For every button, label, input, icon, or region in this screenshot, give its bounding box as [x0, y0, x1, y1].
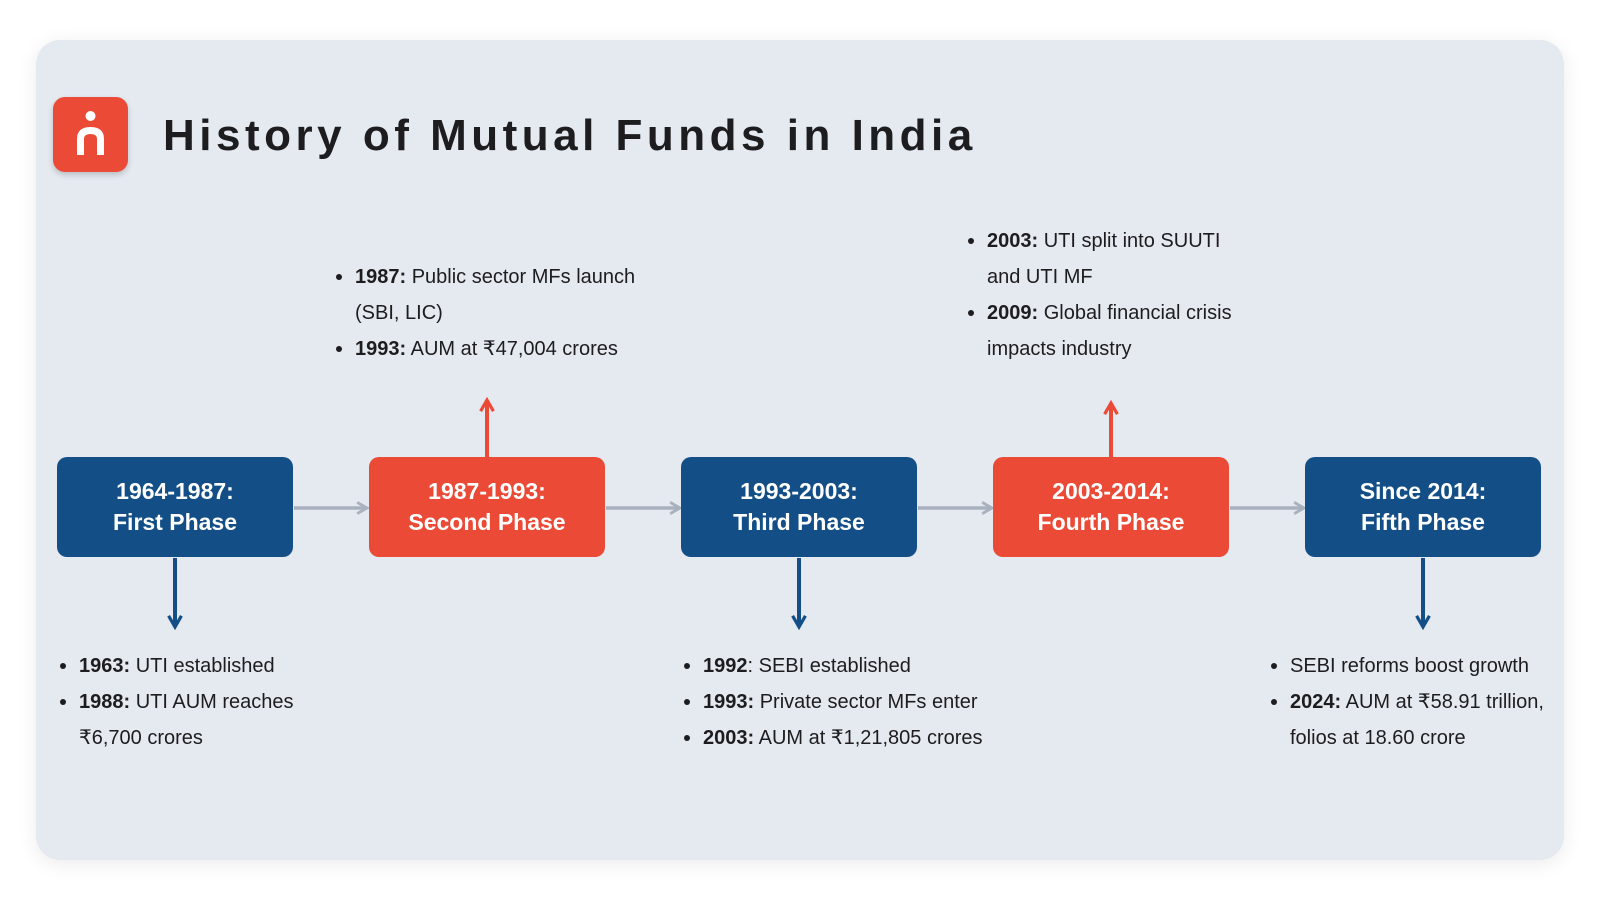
phase-notes-third: 1992: SEBI established 1993: Private sec…: [681, 648, 1001, 756]
phase-box-fourth: 2003-2014: Fourth Phase: [993, 457, 1229, 557]
phase-notes-fourth: 2003: UTI split into SUUTI and UTI MF 20…: [965, 223, 1255, 367]
page-title: History of Mutual Funds in India: [163, 111, 977, 160]
note-year: 1993:: [703, 691, 755, 713]
list-item: 2009: Global financial crisis impacts in…: [965, 295, 1255, 367]
phase-name: Third Phase: [733, 509, 865, 535]
phase-notes-second: 1987: Public sector MFs launch (SBI, LIC…: [333, 259, 653, 367]
phase-period: Since 2014:: [1359, 478, 1487, 504]
note-year: 2024:: [1290, 691, 1342, 713]
list-item: 2024: AUM at ₹58.91 trillion, folios at …: [1268, 684, 1558, 756]
brand-logo: [53, 97, 128, 172]
note-text: Public sector MFs launch (SBI, LIC): [355, 266, 636, 324]
note-year: 1987:: [355, 266, 407, 288]
note-year: 2003:: [703, 727, 755, 749]
phase-box-third: 1993-2003: Third Phase: [681, 457, 917, 557]
list-item: 1987: Public sector MFs launch (SBI, LIC…: [333, 259, 653, 331]
list-item: 1988: UTI AUM reaches ₹6,700 crores: [57, 684, 317, 756]
note-year: 1988:: [79, 691, 131, 713]
note-year: 1992: [703, 655, 748, 677]
infographic-card: [36, 40, 1564, 860]
note-text: UTI split into SUUTI and UTI MF: [987, 230, 1221, 288]
list-item: 1963: UTI established: [57, 648, 317, 684]
note-text: AUM at ₹58.91 trillion, folios at 18.60 …: [1290, 691, 1544, 749]
note-year: 1963:: [79, 655, 131, 677]
note-text: Global financial crisis impacts industry: [987, 302, 1232, 360]
phase-notes-first: 1963: UTI established 1988: UTI AUM reac…: [57, 648, 317, 756]
phase-name: Fifth Phase: [1361, 509, 1485, 535]
phase-name: Second Phase: [408, 509, 566, 535]
phase-name: First Phase: [113, 509, 237, 535]
phase-period: 1987-1993:: [428, 478, 546, 504]
note-text: SEBI reforms boost growth: [1290, 655, 1529, 677]
list-item: 2003: UTI split into SUUTI and UTI MF: [965, 223, 1255, 295]
note-text: UTI established: [130, 655, 275, 677]
phase-period: 2003-2014:: [1052, 478, 1170, 504]
list-item: 2003: AUM at ₹1,21,805 crores: [681, 720, 1001, 756]
note-text: AUM at ₹47,004 crores: [406, 338, 618, 360]
phase-box-second: 1987-1993: Second Phase: [369, 457, 605, 557]
list-item: SEBI reforms boost growth: [1268, 648, 1558, 684]
note-year: 2003:: [987, 230, 1039, 252]
phase-notes-fifth: SEBI reforms boost growth 2024: AUM at ₹…: [1268, 648, 1558, 756]
list-item: 1993: Private sector MFs enter: [681, 684, 1001, 720]
phase-period: 1964-1987:: [116, 478, 234, 504]
note-text: AUM at ₹1,21,805 crores: [754, 727, 983, 749]
list-item: 1992: SEBI established: [681, 648, 1001, 684]
person-icon: [77, 111, 104, 155]
note-text: Private sector MFs enter: [754, 691, 978, 713]
note-year: 2009:: [987, 302, 1039, 324]
note-year: 1993:: [355, 338, 407, 360]
note-text: UTI AUM reaches ₹6,700 crores: [79, 691, 294, 749]
phase-box-fifth: Since 2014: Fifth Phase: [1305, 457, 1541, 557]
phase-period: 1993-2003:: [740, 478, 858, 504]
phase-name: Fourth Phase: [1037, 509, 1185, 535]
note-text: : SEBI established: [747, 655, 911, 677]
list-item: 1993: AUM at ₹47,004 crores: [333, 331, 653, 367]
phase-box-first: 1964-1987: First Phase: [57, 457, 293, 557]
